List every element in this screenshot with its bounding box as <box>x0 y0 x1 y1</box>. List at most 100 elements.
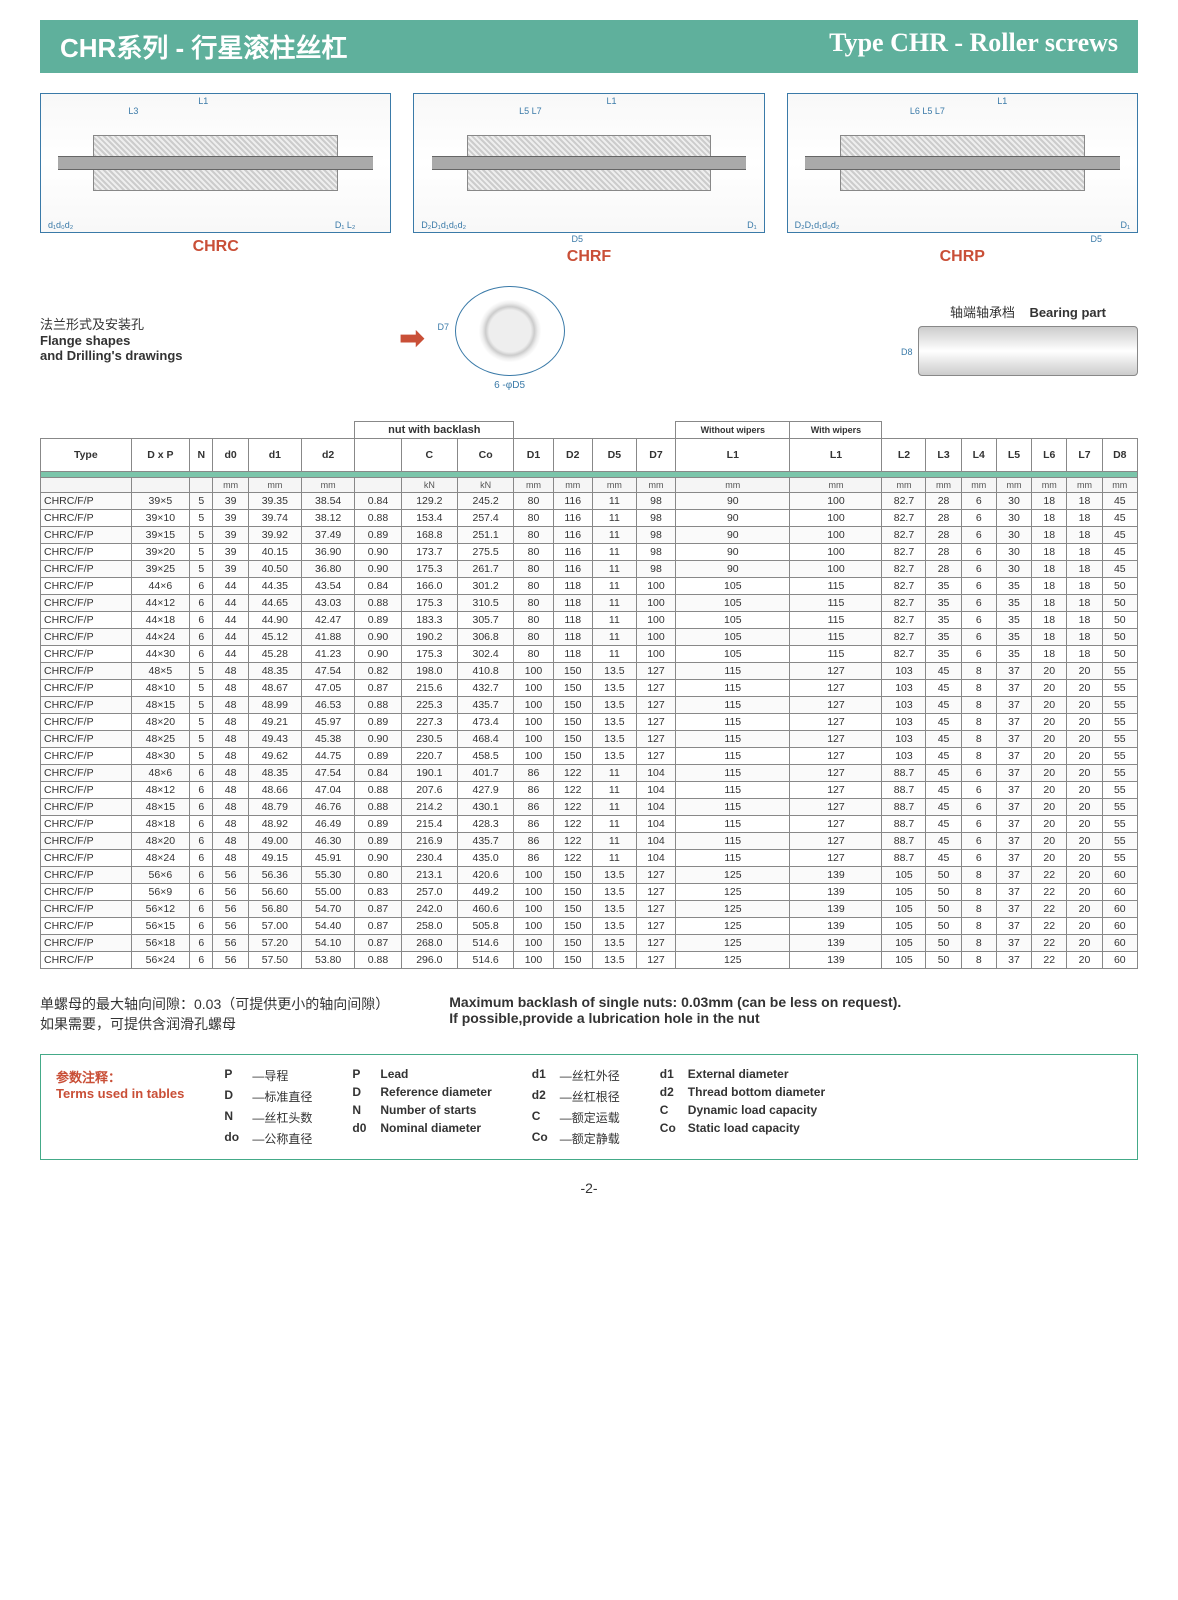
spec-table-wrap: nut with backlash Without wipers With wi… <box>40 421 1138 969</box>
cell: 37 <box>996 816 1031 833</box>
cell: 35 <box>926 595 961 612</box>
cell: 150 <box>553 714 592 731</box>
cell: 20 <box>1067 833 1102 850</box>
cell: 18 <box>1032 612 1067 629</box>
cell: CHRC/F/P <box>41 748 132 765</box>
cell: 122 <box>553 816 592 833</box>
cell: 20 <box>1067 782 1102 799</box>
cell: 55 <box>1102 697 1137 714</box>
diagram-chrf: L1 L5 L7 D₂D₁d₁d₀d₂ D₁ D5 CHRF <box>413 93 764 266</box>
cell: 6 <box>961 765 996 782</box>
cell: 20 <box>1067 901 1102 918</box>
label-chrf: CHRF <box>567 248 611 266</box>
cell: 30 <box>996 510 1031 527</box>
terms-row: DReference diameter <box>352 1085 491 1099</box>
cell: 125 <box>676 918 790 935</box>
flange-drawing: D7 <box>455 286 565 376</box>
cell: 0.89 <box>355 612 401 629</box>
cell: 55 <box>1102 714 1137 731</box>
cell: 35 <box>996 612 1031 629</box>
cell: 60 <box>1102 884 1137 901</box>
cell: 39 <box>213 527 248 544</box>
terms-row: CDynamic load capacity <box>660 1103 825 1117</box>
cell: 100 <box>514 918 553 935</box>
cell: 37 <box>996 714 1031 731</box>
term-text: Static load capacity <box>688 1121 800 1135</box>
flange-row: 法兰形式及安装孔 Flange shapes and Drilling's dr… <box>40 286 1138 391</box>
cell: 0.84 <box>355 578 401 595</box>
cell: 50 <box>1102 578 1137 595</box>
term-text: Reference diameter <box>380 1085 491 1099</box>
cell: 80 <box>514 527 553 544</box>
cell: 245.2 <box>457 493 513 510</box>
cell: 0.89 <box>355 833 401 850</box>
cell: 39×15 <box>131 527 189 544</box>
col-header: D7 <box>636 439 675 472</box>
cell: CHRC/F/P <box>41 544 132 561</box>
cell: 13.5 <box>592 884 636 901</box>
cell: 35 <box>996 646 1031 663</box>
page-number: -2- <box>40 1180 1138 1196</box>
cell: 435.7 <box>457 697 513 714</box>
cell: CHRC/F/P <box>41 663 132 680</box>
term-symbol: d2 <box>532 1088 554 1105</box>
cell: 45 <box>926 816 961 833</box>
cell: 39 <box>213 561 248 578</box>
cell: 90 <box>676 510 790 527</box>
cell: 127 <box>636 901 675 918</box>
table-row: CHRC/F/P48×2464849.1545.910.90230.4435.0… <box>41 850 1138 867</box>
cell: 13.5 <box>592 663 636 680</box>
col-header: Co <box>457 439 513 472</box>
term-symbol: P <box>224 1067 246 1084</box>
cell: 150 <box>553 663 592 680</box>
cell: 18 <box>1032 578 1067 595</box>
cell: 242.0 <box>401 901 457 918</box>
cell: 103 <box>882 663 926 680</box>
cell: 103 <box>882 731 926 748</box>
cell: 46.49 <box>302 816 355 833</box>
cell: 100 <box>514 867 553 884</box>
cell: 268.0 <box>401 935 457 952</box>
cell: 86 <box>514 799 553 816</box>
cell: 56×15 <box>131 918 189 935</box>
cell: 127 <box>636 935 675 952</box>
cell: 18 <box>1067 544 1102 561</box>
cell: 251.1 <box>457 527 513 544</box>
cell: 48 <box>213 748 248 765</box>
terms-col4: d1External diameterd2Thread bottom diame… <box>660 1067 825 1135</box>
cell: 198.0 <box>401 663 457 680</box>
flange-drawing-wrap: D7 6 -φD5 <box>455 286 565 391</box>
col-header: L1 <box>790 439 882 472</box>
cell: 36.90 <box>302 544 355 561</box>
cell: 13.5 <box>592 731 636 748</box>
cell: 45 <box>926 663 961 680</box>
cell: 175.3 <box>401 595 457 612</box>
table-row: CHRC/F/P48×2554849.4345.380.90230.5468.4… <box>41 731 1138 748</box>
cell: 80 <box>514 544 553 561</box>
term-symbol: d0 <box>352 1121 374 1135</box>
cell: 104 <box>636 816 675 833</box>
term-text: —导程 <box>252 1067 288 1084</box>
cell: 80 <box>514 612 553 629</box>
cell: 82.7 <box>882 629 926 646</box>
cell: 82.7 <box>882 493 926 510</box>
unit-cell <box>190 478 213 493</box>
cell: 45 <box>926 765 961 782</box>
cell: 11 <box>592 510 636 527</box>
cell: 11 <box>592 816 636 833</box>
cell: 103 <box>882 714 926 731</box>
cell: 104 <box>636 850 675 867</box>
cell: 0.87 <box>355 901 401 918</box>
unit-cell: mm <box>592 478 636 493</box>
cell: 6 <box>961 510 996 527</box>
cell: 0.90 <box>355 646 401 663</box>
cell: 56.60 <box>248 884 301 901</box>
cell: 0.88 <box>355 952 401 969</box>
cell: 22 <box>1032 884 1067 901</box>
cell: 48.66 <box>248 782 301 799</box>
cell: 0.88 <box>355 782 401 799</box>
term-symbol: d1 <box>532 1067 554 1084</box>
table-row: CHRC/F/P39×1553939.9237.490.89168.8251.1… <box>41 527 1138 544</box>
label-chrc: CHRC <box>193 238 239 256</box>
cell: 20 <box>1067 714 1102 731</box>
